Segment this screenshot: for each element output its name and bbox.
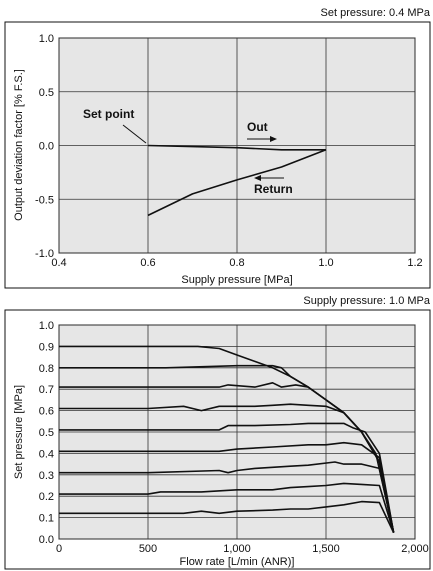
chart-bottom-x-axis-label: Flow rate [L/min (ANR)]: [180, 556, 295, 568]
bottom-y-tick-label: 0.1: [39, 513, 54, 525]
top-y-tick-label: -1.0: [35, 248, 54, 260]
chart-bottom-y-axis-label: Set pressure [MPa]: [13, 385, 25, 479]
bottom-y-tick-label: 0.3: [39, 470, 54, 482]
top-y-tick-label: 1.0: [39, 33, 54, 45]
bottom-series-line-8: [59, 482, 395, 533]
bottom-y-tick-label: 1.0: [39, 320, 54, 332]
chart-bottom-series: [59, 345, 395, 533]
top-series-line-1: [147, 144, 326, 151]
chart-bottom-x-ticks: 0 500 1,000 1,500 2,000: [56, 543, 429, 555]
chart-top-gridlines: [58, 37, 416, 254]
chart-top-header: Set pressure: 0.4 MPa: [321, 7, 431, 19]
bottom-y-tick-label: 0.6: [39, 406, 54, 418]
chart-bottom: Supply pressure: 1.0 MPa 0 500 1,000 1,500 2…: [4, 295, 431, 570]
set-point-annotation: Set point: [83, 107, 134, 121]
return-arrowhead: [254, 175, 261, 181]
bottom-y-tick-label: 0.9: [39, 341, 54, 353]
bottom-series-line-5: [59, 422, 395, 533]
return-annotation: Return: [254, 182, 293, 196]
bottom-y-tick-label: 0.5: [39, 427, 54, 439]
bottom-series-line-4: [59, 403, 395, 533]
bottom-y-tick-label: 0.2: [39, 491, 54, 503]
bottom-y-tick-label: 0.0: [39, 534, 54, 546]
bottom-y-tick-label: 0.7: [39, 384, 54, 396]
top-x-tick-label: 0.6: [140, 257, 155, 269]
chart-bottom-y-ticks: 1.0 0.9 0.8 0.7 0.6 0.5 0.4 0.3 0.2 0.1 0.0: [39, 320, 54, 546]
chart-top-frame: [4, 21, 431, 289]
bottom-x-tick-label: 500: [139, 543, 157, 555]
top-x-tick-label: 0.8: [229, 257, 244, 269]
bottom-y-tick-label: 0.8: [39, 363, 54, 375]
chart-top-y-axis-label: Output deviation factor [% F.S.]: [13, 69, 25, 221]
bottom-x-tick-label: 1,500: [312, 543, 340, 555]
chart-top-x-ticks: 0.4 0.6 0.8 1.0 1.2: [51, 257, 422, 269]
top-series-line-2: [147, 149, 327, 217]
top-x-tick-label: 1.2: [407, 257, 422, 269]
chart-top-x-axis-label: Supply pressure [MPa]: [181, 274, 292, 286]
bottom-x-tick-label: 2,000: [401, 543, 429, 555]
chart-top-series: [147, 144, 327, 217]
chart-top-y-ticks: 1.0 0.5 0.0 -0.5 -1.0: [35, 33, 54, 260]
bottom-series-line-9: [59, 500, 395, 533]
chart-top: Set pressure: 0.4 MPa 0.4 0.6 0.8 1.0 1.2 1.…: [4, 7, 431, 289]
top-y-tick-label: 0.0: [39, 141, 54, 153]
out-annotation: Out: [247, 120, 268, 134]
bottom-x-tick-label: 1,000: [223, 543, 251, 555]
out-arrowhead: [270, 136, 277, 142]
chart-bottom-gridlines: [58, 324, 416, 540]
top-x-tick-label: 0.4: [51, 257, 66, 269]
chart-bottom-header: Supply pressure: 1.0 MPa: [303, 295, 430, 307]
bottom-y-tick-label: 0.4: [39, 448, 54, 460]
top-y-tick-label: 0.5: [39, 87, 54, 99]
top-x-tick-label: 1.0: [318, 257, 333, 269]
top-y-tick-label: -0.5: [35, 194, 54, 206]
bottom-series-line-7: [59, 461, 395, 533]
bottom-x-tick-label: 0: [56, 543, 62, 555]
bottom-series-line-6: [59, 441, 395, 533]
chart-bottom-frame: [4, 309, 431, 570]
set-point-leader-line: [122, 124, 147, 144]
